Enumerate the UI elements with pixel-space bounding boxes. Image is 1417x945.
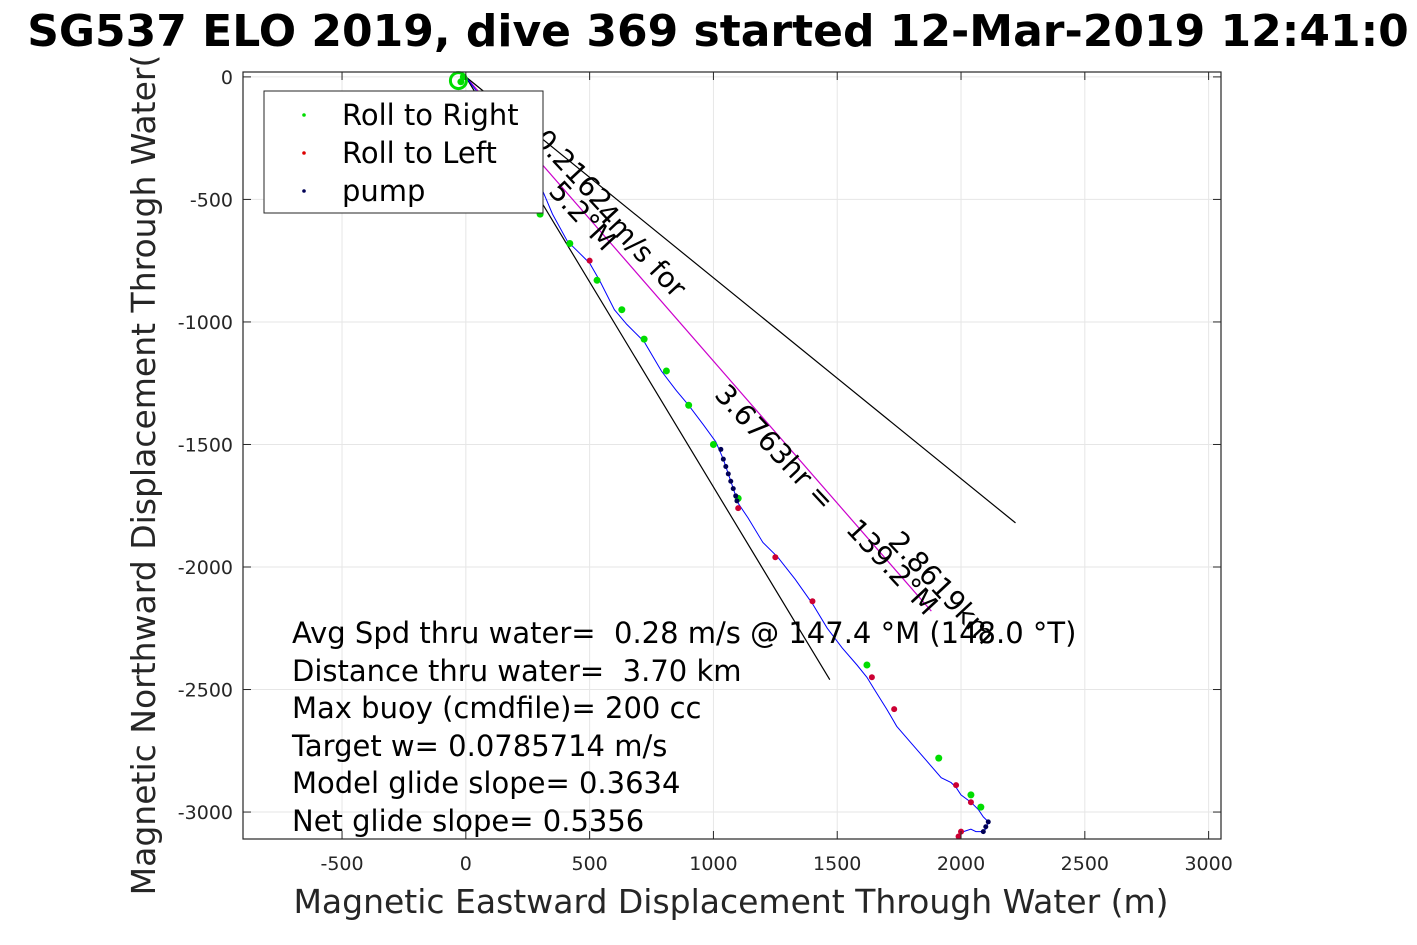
- x-tick-label: 3000: [1184, 853, 1232, 875]
- grid: [243, 72, 1221, 839]
- y-tick-label: -3000: [178, 802, 233, 824]
- stat-max-buoy: Max buoy (cmdfile)= 200 cc: [292, 691, 701, 725]
- y-axis-label: Magnetic Northward Displacement Through …: [124, 55, 163, 896]
- x-axis-label: Magnetic Eastward Displacement Through W…: [293, 882, 1168, 921]
- roll-left-point: [586, 257, 593, 264]
- roll-right-point: [863, 661, 871, 669]
- roll-right-point: [685, 401, 693, 409]
- stats-block: Avg Spd thru water= 0.28 m/s @ 147.4 °M …: [291, 616, 1076, 838]
- roll-right-point: [977, 803, 985, 811]
- roll-left-point: [735, 505, 742, 512]
- legend-label-pump: pump: [342, 174, 425, 208]
- roll-right-point: [709, 440, 717, 448]
- roll-right-point: [967, 791, 975, 799]
- pump-point: [734, 498, 740, 504]
- pump-point: [730, 486, 736, 492]
- pump-point: [720, 456, 726, 462]
- chart-title: SG537 ELO 2019, dive 369 started 12-Mar-…: [27, 6, 1409, 57]
- y-tick-label: -2000: [178, 557, 233, 579]
- x-tick-label: -500: [320, 853, 363, 875]
- ticks: -500 0 500 1000 1500 2000 2500 3000 0 -500 -1000 -1…: [178, 67, 1233, 875]
- roll-left-point: [967, 799, 974, 806]
- stat-net-glide: Net glide slope= 0.5356: [292, 804, 644, 838]
- legend-marker-roll-right: [302, 113, 306, 117]
- cone-line-outer: [465, 76, 1016, 524]
- roll-right-point: [593, 276, 601, 284]
- pump-point: [980, 829, 986, 835]
- x-tick-label: 500: [572, 853, 608, 875]
- stat-avg-speed: Avg Spd thru water= 0.28 m/s @ 147.4 °M …: [292, 616, 1076, 650]
- x-tick-label: 1000: [689, 853, 737, 875]
- y-tick-label: -500: [190, 189, 233, 211]
- legend-label-roll-left: Roll to Left: [342, 136, 497, 170]
- roll-right-point: [640, 335, 648, 343]
- pump-point: [728, 478, 734, 484]
- pump-point: [983, 824, 989, 830]
- roll-left-point: [809, 598, 816, 605]
- pump-point: [723, 464, 729, 470]
- legend-box: [263, 90, 544, 214]
- y-tick-label: -2500: [178, 680, 233, 702]
- legend-marker-pump: [302, 189, 306, 193]
- legend-marker-roll-left: [302, 151, 306, 155]
- roll-left-point: [868, 674, 875, 681]
- legend: Roll to Right Roll to Left pump: [263, 90, 544, 214]
- stat-target-w: Target w= 0.0785714 m/s: [291, 729, 667, 763]
- x-tick-label: 2500: [1061, 853, 1109, 875]
- roll-right-point: [662, 367, 670, 375]
- roll-right-point: [566, 240, 574, 248]
- roll-left-point: [772, 554, 779, 561]
- x-tick-label: 0: [460, 853, 472, 875]
- y-tick-label: 0: [221, 67, 233, 89]
- x-tick-label: 1500: [813, 853, 861, 875]
- stat-model-glide: Model glide slope= 0.3634: [292, 766, 680, 800]
- x-tick-label: 2000: [937, 853, 985, 875]
- roll-right-point: [935, 754, 943, 762]
- roll-left-point: [955, 833, 962, 840]
- pump-point: [718, 446, 724, 452]
- roll-left-point: [891, 706, 898, 713]
- stat-distance: Distance thru water= 3.70 km: [292, 654, 742, 688]
- plot-frame: [242, 71, 1222, 840]
- pump-point: [725, 471, 731, 477]
- y-tick-label: -1000: [178, 312, 233, 334]
- legend-label-roll-right: Roll to Right: [342, 98, 519, 132]
- y-tick-label: -1500: [178, 434, 233, 456]
- roll-left-point: [953, 782, 960, 789]
- pump-point: [985, 819, 991, 825]
- roll-right-point: [618, 306, 626, 314]
- pump-point: [733, 493, 739, 499]
